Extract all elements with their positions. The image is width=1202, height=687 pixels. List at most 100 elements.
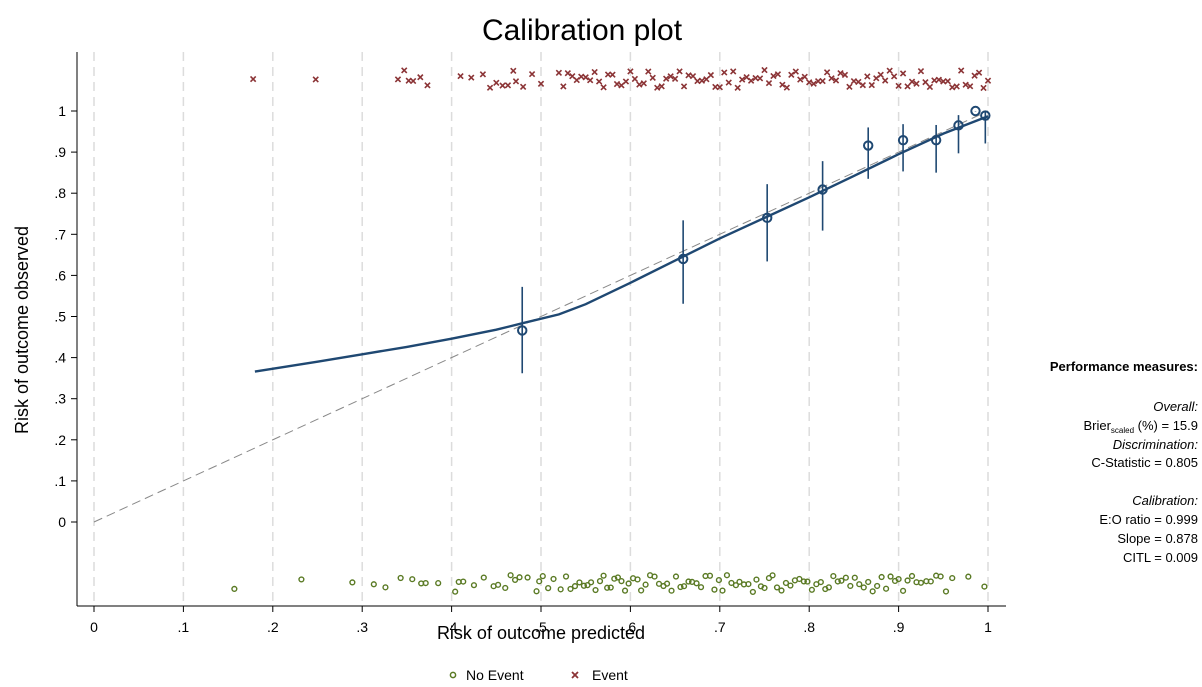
spike-no-event [502, 584, 509, 592]
spike-event [859, 81, 867, 89]
spike-no-event [452, 588, 459, 595]
point-marker [930, 134, 942, 146]
spike-event [779, 81, 786, 88]
spike-no-event [908, 572, 916, 580]
spike-event [958, 67, 965, 74]
spike-markers [231, 66, 992, 596]
spike-no-event [981, 583, 988, 590]
spike-event [609, 71, 616, 78]
spike-event [600, 84, 607, 91]
brier-value: Brierscaled (%) = 15.9 [1083, 418, 1198, 435]
y-tick-label-0: 0 [58, 514, 66, 530]
spike-event [424, 82, 431, 89]
spike-no-event [511, 576, 519, 584]
y-tick-label-5: .5 [54, 309, 66, 325]
spike-no-event [231, 585, 238, 592]
legend: No Event Event [449, 667, 628, 683]
point-marker [517, 325, 528, 336]
reference-line [93, 110, 989, 523]
spike-event [783, 84, 791, 91]
spike-event [949, 84, 956, 91]
spike-event [899, 70, 907, 77]
spike-event [855, 78, 862, 86]
spike-no-event [651, 573, 658, 580]
spike-no-event [856, 581, 863, 588]
y-tick-label-4: .4 [54, 350, 66, 366]
spike-event [730, 68, 737, 75]
spike-event [868, 81, 875, 89]
x-tick-label-6: .6 [625, 619, 637, 635]
spike-event [926, 83, 934, 91]
chart-title: Calibration plot [482, 14, 683, 47]
legend-marker-event [571, 671, 579, 679]
y-tick-label-10: 1 [58, 103, 66, 119]
spike-event [984, 77, 992, 84]
spike-no-event [668, 587, 675, 594]
spike-event [904, 83, 911, 90]
y-tick-label-6: .6 [54, 267, 66, 283]
point-marker [897, 134, 909, 146]
spike-event [975, 69, 983, 76]
spike-event [797, 76, 804, 83]
spike-no-event [769, 572, 776, 579]
x-tick-label-8: .8 [803, 619, 815, 635]
spike-no-event [550, 575, 557, 583]
spike-event [560, 83, 567, 90]
spike-no-event [422, 580, 429, 587]
spike-no-event [576, 579, 583, 586]
spike-event [747, 77, 755, 84]
cstat-value: C-Statistic = 0.805 [1091, 455, 1198, 470]
spike-event [707, 71, 715, 79]
spike-event [689, 72, 697, 80]
spike-event [587, 77, 594, 84]
spike-no-event [663, 580, 671, 587]
spike-no-event [942, 588, 950, 595]
spike-no-event [706, 572, 714, 579]
spike-no-event [878, 573, 885, 581]
spike-no-event [842, 574, 849, 581]
spike-event [819, 77, 826, 85]
spike-event [394, 76, 402, 83]
spike-no-event [557, 586, 564, 593]
spike-no-event [536, 578, 543, 585]
performance-heading: Performance measures: [1050, 359, 1198, 374]
spike-event [493, 79, 500, 86]
spike-no-event [860, 584, 867, 591]
spike-no-event [847, 582, 854, 590]
spike-event [890, 73, 898, 80]
spike-no-event [397, 574, 404, 582]
point-marker [863, 140, 874, 151]
y-tick-label-3: .3 [54, 391, 66, 407]
spike-no-event [545, 585, 552, 592]
spike-no-event [773, 584, 781, 591]
spike-no-event [899, 587, 907, 594]
spike-event [654, 84, 661, 91]
spike-no-event [693, 580, 700, 587]
spike-no-event [937, 573, 944, 580]
spike-no-event [804, 578, 811, 585]
spike-event [582, 74, 589, 81]
spike-no-event [965, 573, 972, 580]
spike-event [671, 75, 679, 83]
spike-no-event [782, 579, 790, 587]
spike-no-event [711, 586, 718, 593]
spike-event [980, 84, 987, 92]
spike-event [770, 72, 777, 80]
spike-no-event [736, 578, 743, 585]
spike-no-event [830, 573, 837, 580]
spike-event [810, 80, 817, 87]
spike-no-event [470, 582, 478, 589]
spike-event [895, 82, 902, 90]
spike-no-event [697, 584, 705, 591]
spike-no-event [625, 580, 632, 587]
spike-event [837, 69, 844, 77]
spike-no-event [562, 573, 570, 580]
spike-event [479, 71, 487, 78]
spike-event [864, 73, 871, 80]
spike-no-event [604, 584, 611, 591]
performance-panel: Performance measures: Overall: Brierscal… [1050, 359, 1199, 565]
grouped-point-1 [677, 220, 689, 304]
point-marker [817, 184, 828, 195]
x-tick-label-4: .4 [446, 619, 458, 635]
citl-value: CITL = 0.009 [1123, 550, 1198, 565]
